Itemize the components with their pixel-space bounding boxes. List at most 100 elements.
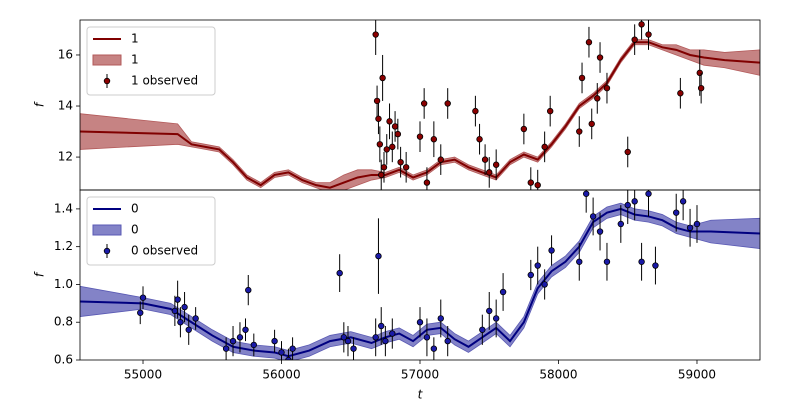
observed-point <box>486 169 493 176</box>
observed-point <box>139 294 147 301</box>
observed-point <box>693 220 701 228</box>
observed-point <box>229 337 237 345</box>
y-tick-label: 0.8 <box>54 315 73 329</box>
observed-point <box>486 307 493 315</box>
observed-point <box>534 262 541 269</box>
observed-point <box>245 286 252 294</box>
observed-point <box>696 69 703 77</box>
legend-label: 0 <box>131 202 139 216</box>
observed-point <box>430 345 438 352</box>
observed-point <box>383 146 390 153</box>
legend-box <box>86 26 216 96</box>
legend-box <box>86 196 216 266</box>
observed-point <box>527 271 534 279</box>
observed-point <box>444 337 451 345</box>
observed-point <box>603 258 611 265</box>
legend-label: 1 observed <box>131 74 198 88</box>
x-tick-label: 57000 <box>401 368 439 382</box>
observed-point <box>534 181 541 189</box>
y-tick-label: 1.0 <box>54 277 73 291</box>
observed-point <box>174 296 181 303</box>
observed-point <box>686 224 694 231</box>
observed-point <box>372 334 379 341</box>
model-line <box>80 41 760 189</box>
observed-point <box>372 31 379 38</box>
observed-point <box>603 84 611 92</box>
observed-point <box>541 143 548 151</box>
observed-point <box>423 179 431 186</box>
observed-point <box>380 164 388 171</box>
observed-point <box>278 349 285 356</box>
observed-point <box>185 326 192 333</box>
observed-point <box>596 228 604 235</box>
observed-point <box>376 141 384 148</box>
observed-point <box>492 315 500 322</box>
observed-point <box>589 213 597 220</box>
observed-point <box>382 337 389 345</box>
observed-point <box>548 247 555 254</box>
observed-point <box>430 136 438 143</box>
observed-point <box>638 21 645 28</box>
plot-area <box>80 20 760 190</box>
observed-point <box>596 54 604 61</box>
x-axis-label: t <box>418 388 424 400</box>
observed-point <box>582 190 590 197</box>
y-axis-label: f <box>33 271 47 277</box>
y-tick-label: 14 <box>58 99 73 113</box>
observed-point <box>222 345 230 352</box>
observed-point <box>673 209 680 216</box>
x-tick-label: 59000 <box>678 368 716 382</box>
observed-point <box>391 123 399 130</box>
legend-marker <box>103 247 111 255</box>
y-tick-label: 16 <box>58 47 73 61</box>
legend-label: 0 observed <box>131 244 198 258</box>
y-tick-label: 12 <box>58 150 73 164</box>
observed-point <box>679 198 687 205</box>
confidence-band <box>80 202 760 360</box>
x-tick-label: 55000 <box>124 368 162 382</box>
observed-point <box>340 334 348 341</box>
legend-label: 0 <box>131 223 139 237</box>
observed-point <box>389 143 396 151</box>
observed-point <box>137 309 144 316</box>
legend-label: 1 <box>131 53 139 67</box>
observed-point <box>576 258 583 265</box>
observed-point <box>645 31 652 38</box>
x-tick-label: 58000 <box>539 368 577 382</box>
legend-patch <box>92 224 122 236</box>
observed-point <box>520 125 528 133</box>
legend-marker <box>103 77 111 85</box>
observed-point <box>472 107 479 115</box>
observed-point <box>375 115 382 122</box>
x-tick-label: 56000 <box>262 368 300 382</box>
observed-point <box>437 156 444 163</box>
observed-point <box>271 337 278 345</box>
observed-point <box>181 303 188 311</box>
observed-point <box>375 252 382 260</box>
observed-point <box>236 334 244 341</box>
observed-point <box>386 118 393 125</box>
observed-point <box>437 315 444 322</box>
observed-point <box>624 201 631 209</box>
observed-point <box>171 307 179 315</box>
observed-point <box>645 190 652 197</box>
observed-point <box>420 100 428 107</box>
observed-point <box>578 74 586 82</box>
observed-point <box>350 345 357 352</box>
observed-point <box>373 97 381 105</box>
observed-point <box>631 198 638 205</box>
observed-point <box>697 84 705 92</box>
plot-area <box>80 190 760 360</box>
observed-point <box>546 107 554 115</box>
observed-point <box>444 100 451 107</box>
observed-point <box>177 319 184 326</box>
observed-point <box>527 179 534 186</box>
legend: 1 1 1 observed <box>86 26 216 96</box>
observed-point <box>416 319 424 326</box>
observed-point <box>585 39 593 46</box>
observed-point <box>588 120 595 128</box>
observed-point <box>379 74 386 82</box>
legend-label: 1 <box>131 32 139 46</box>
y-tick-label: 1.4 <box>54 201 73 215</box>
